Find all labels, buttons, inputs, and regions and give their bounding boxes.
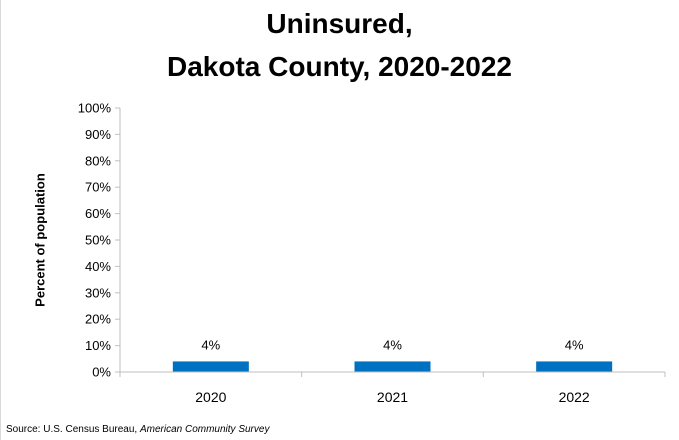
data-label-2020: 4% (201, 337, 220, 352)
y-tick-label: 90% (85, 127, 111, 142)
source-prefix: Source: U.S. Census Bureau, (6, 424, 140, 435)
bars (172, 361, 613, 372)
x-tick-label-2021: 2021 (377, 389, 408, 405)
x-tick-label-2020: 2020 (195, 389, 226, 405)
x-axis-ticks: 2020 2021 2022 (119, 372, 666, 405)
x-tick-label-2022: 2022 (559, 389, 590, 405)
y-tick-label: 0% (92, 365, 111, 380)
y-tick-label: 20% (85, 312, 111, 327)
y-tick-label: 40% (85, 259, 111, 274)
y-tick-label: 70% (85, 180, 111, 195)
y-tick-label: 80% (85, 153, 111, 168)
y-tick-label: 30% (85, 285, 111, 300)
data-label-2022: 4% (565, 337, 584, 352)
y-tick-label: 10% (85, 338, 111, 353)
y-tick-label: 60% (85, 206, 111, 221)
bar-2021 (354, 361, 431, 372)
bar-2022 (536, 361, 613, 372)
chart-title-line-2: Dakota County, 2020-2022 (167, 51, 512, 82)
data-label-2021: 4% (383, 337, 402, 352)
chart-title-line-1: Uninsured, (266, 8, 413, 39)
source-survey-name: American Community Survey (139, 424, 270, 435)
y-tick-label: 100% (78, 101, 112, 116)
frame-border (0, 0, 1, 440)
bar-2020 (172, 361, 249, 372)
source-note: Source: U.S. Census Bureau, American Com… (6, 424, 269, 435)
y-axis-ticks: 0% 10% 20% 30% 40% 50% 60% 70% 80% 90% 100% (78, 101, 120, 380)
y-tick-label: 50% (85, 233, 111, 248)
data-labels: 4% 4% 4% (201, 337, 584, 352)
